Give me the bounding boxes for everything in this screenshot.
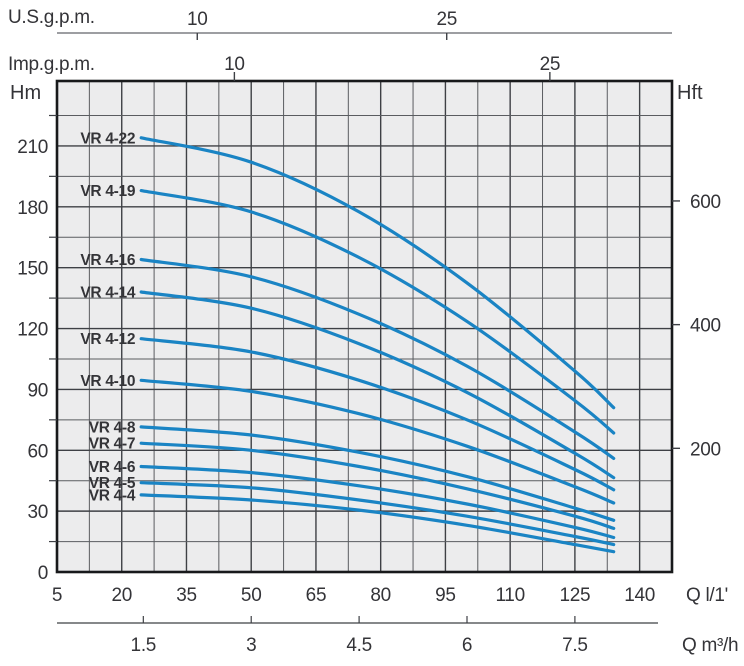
curve-label: VR 4-12 (80, 331, 135, 348)
pump-curve (139, 493, 616, 554)
imp-gpm-tick-label: 25 (540, 54, 561, 75)
chart-generated-layer: 0 30 60 90 120 150 180 210 200 400 600 10 25 10 25 5 20 3… (17, 9, 721, 656)
flow-lpm-axis-label: Q l/1' (686, 585, 728, 606)
head-feet-axis-label: Hft (677, 82, 703, 104)
y-axis-m-tick-label: 60 (27, 441, 48, 462)
curve-label: VR 4-10 (80, 373, 135, 390)
curve-label: VR 4-6 (89, 459, 136, 476)
x-axis-lpm-tick-label: 65 (306, 585, 327, 606)
m3h-tick-label: 7.5 (562, 635, 588, 656)
m3h-tick-label: 4.5 (346, 635, 372, 656)
y-axis-ft-tick-label: 200 (690, 439, 721, 460)
head-meters-axis-label: Hm (10, 82, 41, 104)
pump-curve (139, 441, 616, 530)
m3h-tick-label: 1.5 (131, 635, 157, 656)
pump-curve (139, 378, 616, 505)
x-axis-lpm-tick-label: 95 (435, 585, 456, 606)
curve-label: VR 4-5 (89, 475, 136, 492)
x-axis-lpm-tick-label: 35 (176, 585, 197, 606)
us-gpm-axis-label: U.S.g.p.m. (8, 7, 95, 28)
pump-curve (139, 257, 616, 460)
x-axis-lpm-tick-label: 80 (370, 585, 391, 606)
m3h-tick-label: 6 (462, 635, 472, 656)
y-axis-m-tick-label: 0 (38, 563, 48, 584)
pump-curve (139, 136, 616, 410)
y-axis-m-tick-label: 180 (17, 198, 48, 219)
pump-curve (139, 425, 616, 522)
x-axis-lpm-tick-label: 20 (111, 585, 132, 606)
y-axis-m-tick-label: 30 (27, 502, 48, 523)
curve-label: VR 4-4 (89, 487, 136, 504)
curve-label: VR 4-7 (89, 436, 135, 453)
curve-label: VR 4-22 (80, 130, 135, 147)
y-axis-m-tick-label: 210 (17, 137, 48, 158)
us-gpm-tick-label: 10 (187, 9, 208, 30)
plot-border (55, 79, 674, 574)
x-axis-lpm-tick-label: 5 (52, 585, 62, 606)
curve-label: VR 4-14 (80, 285, 135, 302)
curve-label: VR 4-8 (89, 419, 136, 436)
plot-background (57, 81, 672, 572)
curve-label: VR 4-19 (80, 183, 135, 200)
curve-label: VR 4-16 (80, 252, 135, 269)
pump-curve (139, 337, 616, 492)
y-axis-ft-tick-label: 400 (690, 316, 721, 337)
us-gpm-tick-label: 25 (436, 9, 457, 30)
flow-m3h-axis-label: Q m³/h (682, 635, 738, 656)
x-axis-lpm-tick-label: 50 (241, 585, 262, 606)
x-axis-lpm-tick-label: 125 (559, 585, 590, 606)
y-axis-m-tick-label: 90 (27, 380, 48, 401)
y-axis-ft-tick-label: 600 (690, 192, 721, 213)
imp-gpm-axis-label: Imp.g.p.m. (8, 54, 95, 75)
imp-gpm-tick-label: 10 (224, 54, 245, 75)
x-axis-lpm-tick-label: 110 (495, 585, 524, 606)
pump-curve (139, 464, 616, 540)
pump-curve (139, 189, 616, 435)
y-axis-m-tick-label: 120 (17, 320, 48, 341)
y-axis-m-tick-label: 150 (17, 259, 48, 280)
pump-curve (139, 290, 616, 480)
pump-curve (139, 481, 616, 547)
m3h-tick-label: 3 (246, 635, 256, 656)
x-axis-lpm-tick-label: 140 (624, 585, 655, 606)
